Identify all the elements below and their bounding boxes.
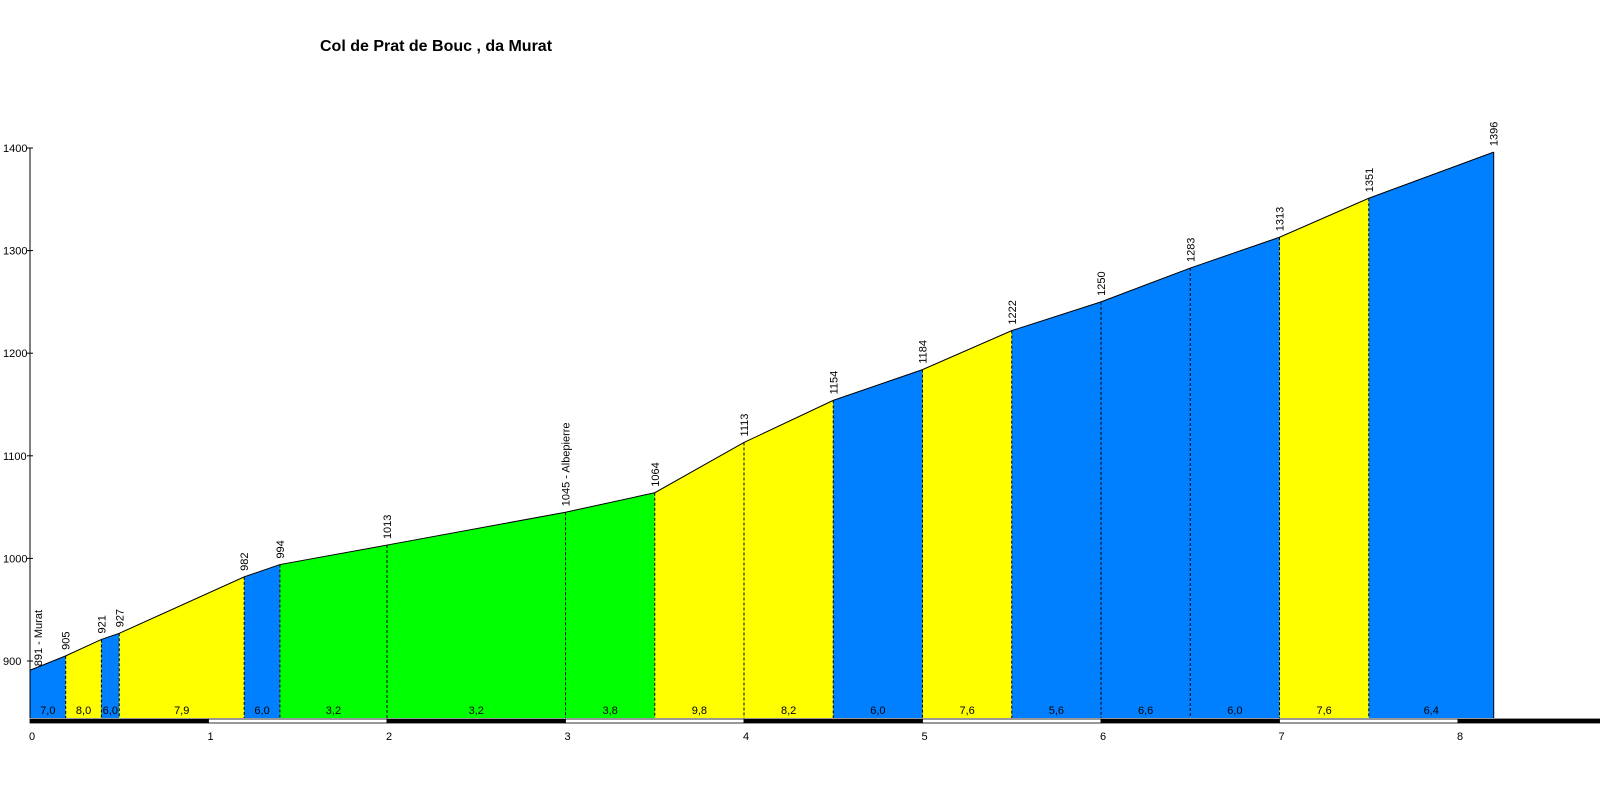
- y-tick-label: 1400: [3, 143, 27, 155]
- segment-area: [744, 400, 834, 718]
- gradient-label: 6,0: [103, 705, 118, 717]
- y-tick-label: 1200: [3, 348, 27, 360]
- gradient-label: 6,0: [870, 705, 885, 717]
- elevation-label: 1113: [739, 414, 751, 437]
- x-tick-label: 1: [207, 731, 213, 743]
- elevation-label: 1064: [650, 462, 662, 486]
- gradient-label: 7,9: [174, 705, 189, 717]
- x-tick-label: 3: [564, 731, 570, 743]
- segment-area: [1368, 152, 1494, 718]
- elevation-label: 1013: [382, 515, 394, 539]
- km-bar-block: [743, 718, 923, 724]
- km-scale-bar: [29, 718, 1600, 724]
- km-bar-block: [1100, 718, 1280, 724]
- km-bar-block: [29, 718, 209, 724]
- segment-area: [119, 576, 245, 718]
- gradient-label: 3,2: [326, 705, 341, 717]
- gradient-label: 6,0: [1227, 705, 1242, 717]
- elevation-label: 982: [239, 553, 251, 571]
- profile-line: [29, 151, 1494, 671]
- gradient-label: 6,0: [254, 705, 269, 717]
- gradient-label: 7,6: [959, 705, 974, 717]
- segment-area: [654, 442, 744, 718]
- gradient-labels: 7,0 8,0 6,0 7,9 6,0 3,2 3,2 3,8 9,8 8,2 6,0 7,6 5,6 6…: [40, 705, 1439, 717]
- y-tick-label: 1100: [3, 451, 27, 463]
- segment-area: [279, 545, 387, 718]
- gradient-label: 7,6: [1316, 705, 1331, 717]
- km-bar-block: [208, 718, 388, 724]
- x-tick-label: 8: [1457, 731, 1463, 743]
- segment-areas: [30, 152, 1494, 719]
- elevation-label: 1222: [1007, 300, 1019, 324]
- gradient-label: 5,6: [1049, 705, 1064, 717]
- elevation-label: 1396: [1489, 122, 1501, 146]
- elevation-label: 1154: [828, 371, 840, 395]
- segment-area: [1011, 301, 1101, 718]
- segment-area: [1279, 198, 1369, 719]
- y-tick-label: 900: [3, 656, 21, 668]
- x-tick-label: 2: [386, 731, 392, 743]
- km-bar-block: [1457, 718, 1600, 724]
- elevation-label: 1184: [918, 340, 930, 364]
- segment-area: [387, 512, 566, 718]
- elevation-label: 1045 - Albepierre: [561, 422, 573, 506]
- km-bar-block: [386, 718, 566, 724]
- y-tick-label: 1000: [3, 553, 27, 565]
- elevation-label: 1283: [1185, 238, 1197, 262]
- segment-area: [65, 639, 102, 718]
- y-tick-label: 1300: [3, 246, 27, 258]
- km-bar-block: [922, 718, 1102, 724]
- elevation-label: 927: [114, 609, 126, 627]
- segment-area: [922, 330, 1012, 718]
- chart-title: Col de Prat de Bouc , da Murat: [320, 38, 553, 55]
- gradient-label: 8,0: [76, 705, 91, 717]
- x-tick-label: 0: [29, 731, 35, 743]
- segment-dividers: [65, 152, 1495, 718]
- gradient-label: 3,8: [602, 705, 617, 717]
- x-tick-label: 5: [921, 731, 927, 743]
- elevation-label: 921: [96, 615, 108, 633]
- elevation-label: 994: [275, 540, 287, 558]
- km-bar-block: [565, 718, 745, 724]
- x-tick-label: 4: [743, 731, 749, 743]
- gradient-label: 6,6: [1138, 705, 1153, 717]
- gradient-label: 7,0: [40, 705, 55, 717]
- elevation-label: 1313: [1275, 207, 1287, 231]
- x-tick-label: 7: [1278, 731, 1284, 743]
- segment-area: [1190, 237, 1280, 718]
- elevation-label: 1250: [1096, 271, 1108, 295]
- y-axis-ticks: 900 1000 1100 1200 1300 1400: [3, 143, 33, 668]
- segment-area: [30, 655, 66, 718]
- gradient-label: 3,2: [469, 705, 484, 717]
- segment-area: [101, 633, 120, 718]
- km-bar-block: [1279, 718, 1459, 724]
- elevation-label: 891 - Murat: [33, 610, 45, 666]
- gradient-label: 8,2: [781, 705, 796, 717]
- segment-area: [1101, 268, 1191, 718]
- segment-area: [833, 369, 923, 718]
- segment-area: [565, 492, 655, 718]
- segment-area: [244, 564, 280, 718]
- elevation-label: 1351: [1364, 168, 1376, 192]
- x-axis-ticks: 0 1 2 3 4 5 6 7 8: [29, 731, 1463, 743]
- x-tick-label: 6: [1100, 731, 1106, 743]
- elevation-labels: 891 - Murat 905 921 927 982 994 1013 1045 - Alb…: [33, 122, 1501, 667]
- gradient-label: 9,8: [692, 705, 707, 717]
- gradient-label: 6,4: [1424, 705, 1439, 717]
- elevation-label: 905: [61, 632, 73, 650]
